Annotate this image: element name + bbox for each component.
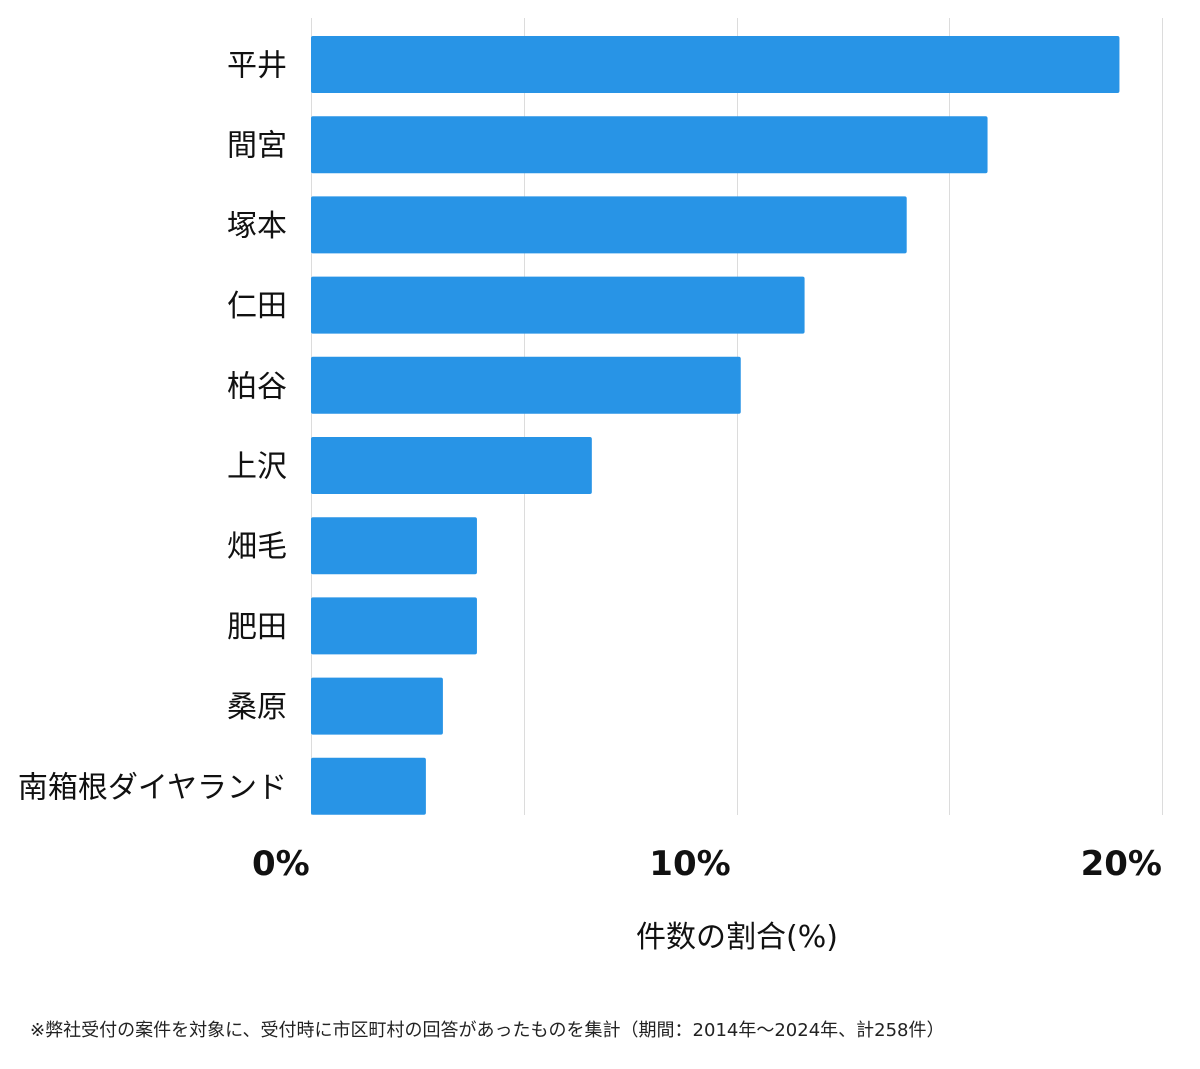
x-tick-label: 20% bbox=[1081, 844, 1162, 884]
bar bbox=[311, 36, 1120, 93]
bar bbox=[311, 517, 477, 575]
bar bbox=[311, 196, 907, 254]
category-label: 上沢 bbox=[227, 450, 287, 485]
bar bbox=[311, 116, 988, 174]
category-label: 桑原 bbox=[227, 690, 287, 725]
category-label: 南箱根ダイヤランド bbox=[18, 770, 287, 805]
x-axis-title: 件数の割合(%) bbox=[636, 920, 838, 955]
bar bbox=[311, 677, 443, 735]
category-label: 仁田 bbox=[227, 289, 287, 324]
bar bbox=[311, 597, 477, 655]
bar bbox=[311, 276, 805, 334]
footnote: ※弊社受付の案件を対象に、受付時に市区町村の回答があったものを集計（期間：201… bbox=[30, 1020, 945, 1041]
category-label: 畑毛 bbox=[227, 530, 287, 565]
bar bbox=[311, 356, 741, 414]
bar bbox=[311, 437, 592, 494]
category-label: 塚本 bbox=[227, 209, 287, 244]
category-label: 平井 bbox=[227, 49, 287, 84]
category-label: 肥田 bbox=[227, 610, 287, 645]
bar bbox=[311, 757, 426, 815]
category-label: 柏谷 bbox=[227, 369, 287, 404]
category-label: 間宮 bbox=[227, 129, 287, 164]
x-tick-label: 10% bbox=[649, 844, 730, 884]
x-tick-label: 0% bbox=[252, 844, 310, 884]
